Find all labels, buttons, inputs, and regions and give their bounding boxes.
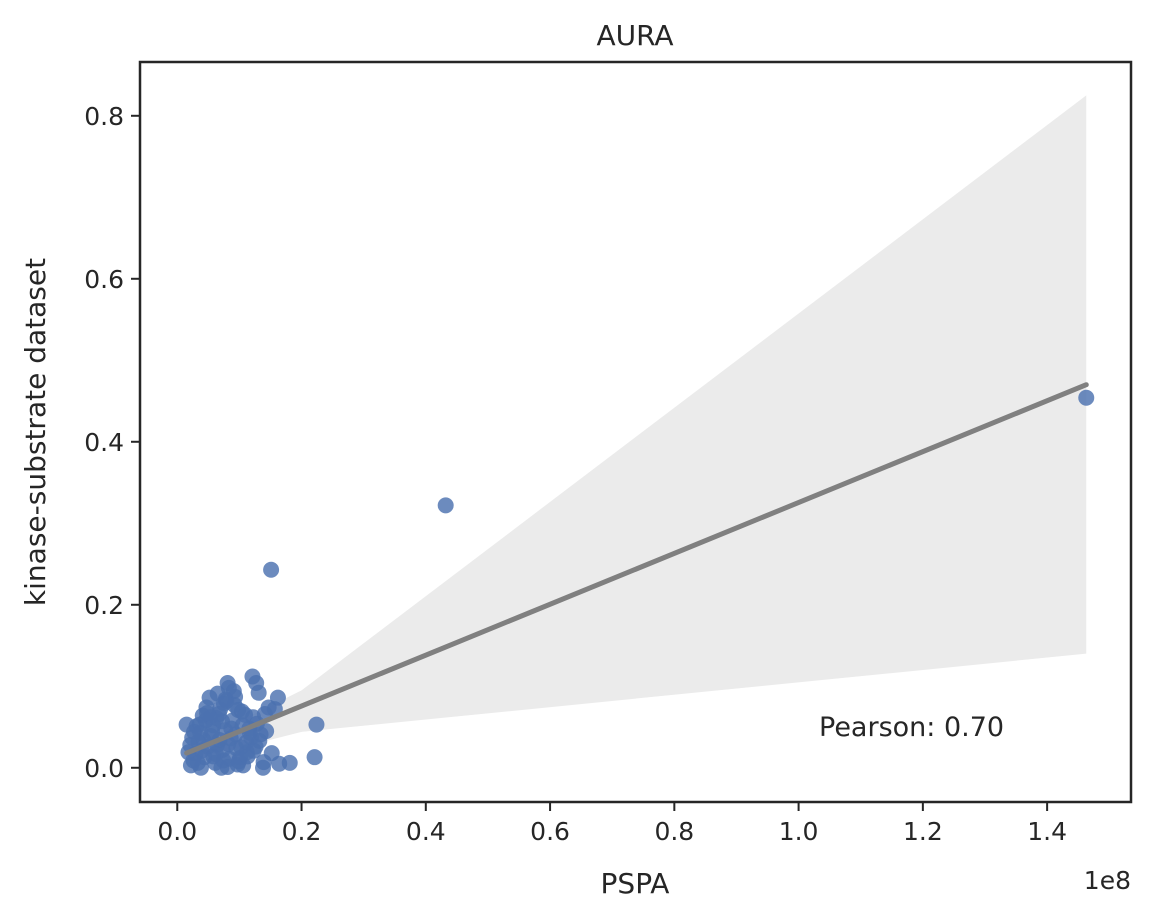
- scatter-point: [306, 749, 323, 766]
- x-tick-label: 0.2: [282, 817, 322, 846]
- x-tick-label: 0.8: [654, 817, 694, 846]
- regression-line-layer: [184, 382, 1089, 756]
- plot-frame: [138, 60, 1133, 804]
- scatter-point: [245, 742, 262, 759]
- scatter-point: [308, 716, 325, 733]
- scatter-point: [263, 561, 280, 578]
- y-tick-label: 0.2: [84, 591, 124, 620]
- scatter-point: [250, 684, 267, 701]
- scatter-point: [255, 754, 272, 771]
- y-tick-label: 0.0: [84, 754, 124, 783]
- x-axis-offset-label: 1e8: [1084, 866, 1131, 895]
- scatter-point: [233, 703, 250, 720]
- y-tick-label: 0.4: [84, 428, 124, 457]
- pearson-annotation: Pearson: 0.70: [819, 712, 1004, 743]
- scatter-point: [182, 757, 199, 774]
- y-tick-label: 0.8: [84, 102, 124, 131]
- y-tick-label: 0.6: [84, 265, 124, 294]
- scatter-point: [437, 497, 454, 514]
- y-axis-title: kinase-substrate dataset: [19, 258, 52, 606]
- scatter-point: [1078, 389, 1095, 406]
- confidence-band-layer: [186, 95, 1087, 762]
- x-tick-label: 0.6: [530, 817, 570, 846]
- chart-title: AURA: [596, 19, 673, 52]
- scatter-points-layer: [178, 389, 1095, 776]
- y-axis: 0.0 0.2 0.4 0.6 0.8: [84, 102, 140, 783]
- x-tick-label: 0.4: [406, 817, 446, 846]
- x-tick-label: 1.2: [903, 817, 943, 846]
- x-axis-title: PSPA: [601, 867, 670, 900]
- confidence-band: [186, 95, 1087, 762]
- x-tick-label: 1.4: [1027, 817, 1067, 846]
- x-tick-label: 1.0: [779, 817, 819, 846]
- scatter-point: [207, 745, 224, 762]
- scatter-point: [258, 723, 275, 740]
- x-axis: 0.0 0.2 0.4 0.6 0.8 1.0 1.2 1.4: [157, 802, 1067, 846]
- scatter-point: [199, 705, 216, 722]
- x-tick-label: 0.0: [157, 817, 197, 846]
- scatter-point: [178, 716, 195, 733]
- regression-line: [184, 382, 1089, 756]
